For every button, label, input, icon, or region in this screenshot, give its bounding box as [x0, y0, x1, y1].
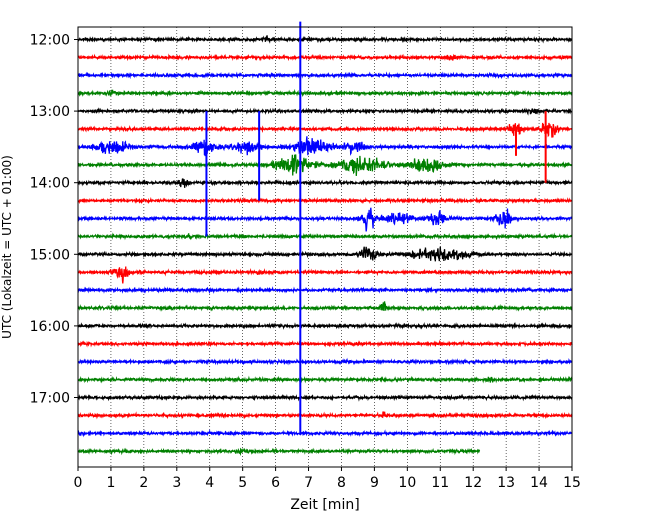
x-tick-label: 7: [304, 475, 313, 491]
trace-line: [77, 375, 573, 384]
trace-line: [77, 246, 573, 262]
trace-line: [77, 88, 573, 98]
x-tick-label: 11: [431, 475, 449, 491]
trace-line: [77, 196, 573, 205]
trace-line: [77, 107, 573, 116]
trace-line: [77, 301, 573, 312]
x-tick-label: 14: [530, 475, 548, 491]
x-tick-label: 0: [74, 475, 83, 491]
trace-line: [77, 207, 573, 232]
trace-line: [77, 136, 573, 157]
y-tick-label: 14:00: [30, 176, 70, 192]
x-tick-label: 1: [106, 475, 115, 491]
y-tick-label: 16:00: [30, 319, 70, 335]
x-tick-label: 4: [205, 475, 214, 491]
trace-line: [77, 339, 573, 348]
trace-line: [77, 393, 573, 402]
x-tick-label: 15: [563, 475, 581, 491]
y-tick-label: 12:00: [30, 33, 70, 49]
trace-line: [77, 447, 481, 456]
trace-line: [77, 154, 573, 176]
plot-frame: [77, 26, 573, 468]
spike-lines: [205, 21, 547, 434]
y-axis-label: UTC (Lokalzeit = UTC + 01:00): [0, 155, 14, 339]
x-tick-label: 12: [464, 475, 482, 491]
x-tick-label: 8: [337, 475, 346, 491]
x-tick-label: 13: [497, 475, 515, 491]
trace-line: [77, 321, 573, 330]
trace-line: [77, 357, 573, 366]
trace-line: [77, 232, 573, 241]
x-tick-label: 5: [238, 475, 247, 491]
x-tick-label: 3: [172, 475, 181, 491]
y-tick-label: 13:00: [30, 104, 70, 120]
trace-line: [77, 429, 573, 438]
trace-line: [77, 53, 573, 62]
trace-line: [77, 286, 573, 295]
grid-lines: [110, 27, 540, 467]
trace-line: [77, 122, 573, 138]
x-tick-label: 2: [139, 475, 148, 491]
trace-line: [77, 71, 573, 80]
x-axis: 0 1 2 3 4 5 6 7 8 9 10 11 12 13 14 15: [74, 467, 581, 491]
seismic-traces: [77, 35, 573, 456]
y-tick-label: 17:00: [30, 391, 70, 407]
x-tick-label: 6: [271, 475, 280, 491]
trace-line: [77, 35, 573, 44]
trace-line: [77, 266, 573, 284]
y-tick-label: 15:00: [30, 247, 70, 263]
trace-line: [77, 177, 573, 188]
x-tick-label: 9: [370, 475, 379, 491]
trace-line: [77, 411, 573, 420]
x-tick-label: 10: [398, 475, 416, 491]
x-axis-label: Zeit [min]: [290, 497, 359, 513]
y-axis: 12:00 13:00 14:00 15:00 16:00 17:00: [30, 33, 78, 407]
